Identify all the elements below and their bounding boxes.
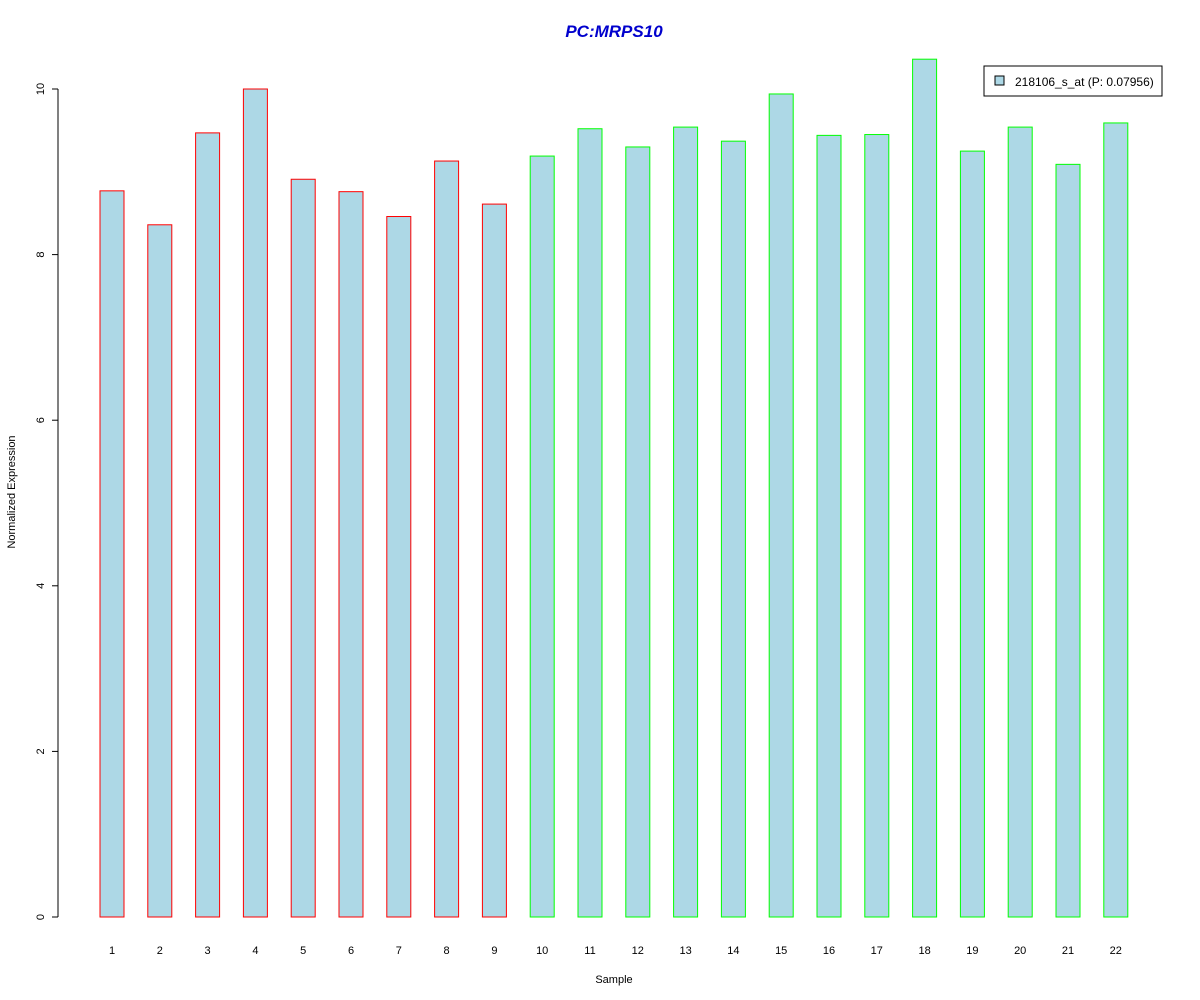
- bar: [434, 160, 460, 918]
- y-tick-label: 10: [35, 83, 47, 95]
- bar: [864, 134, 890, 918]
- chart-title: PC:MRPS10: [565, 22, 663, 41]
- x-tick-label: 6: [348, 945, 354, 957]
- x-tick-label: 7: [396, 945, 402, 957]
- x-tick-label: 22: [1110, 945, 1122, 957]
- bar: [386, 216, 412, 918]
- bar: [625, 146, 651, 918]
- legend-box: [983, 65, 1163, 97]
- bar: [195, 132, 221, 918]
- x-tick-label: 17: [871, 945, 883, 957]
- x-axis-label: Sample: [595, 974, 632, 986]
- bar: [147, 224, 173, 918]
- x-tick-label: 3: [205, 945, 211, 957]
- bar: [959, 150, 985, 918]
- bar: [1103, 122, 1129, 918]
- x-tick-label: 19: [966, 945, 978, 957]
- bar: [481, 203, 507, 918]
- bar: [242, 88, 268, 918]
- bar: [290, 178, 316, 918]
- x-tick-label: 12: [632, 945, 644, 957]
- bar: [673, 126, 699, 918]
- y-tick-label: 6: [35, 417, 47, 423]
- bar: [816, 134, 842, 918]
- bar: [1055, 163, 1081, 918]
- bar: [912, 58, 938, 918]
- legend: 218106_s_at (P: 0.07956): [983, 65, 1163, 97]
- y-tick-label: 4: [35, 583, 47, 589]
- y-tick-label: 2: [35, 748, 47, 754]
- bar: [720, 140, 746, 918]
- bar: [768, 93, 794, 918]
- x-tick-label: 2: [157, 945, 163, 957]
- y-tick-label: 0: [35, 914, 47, 920]
- bar: [529, 155, 555, 918]
- bars: [99, 58, 1129, 918]
- y-axis: 0 2 4 6 8 10: [35, 83, 59, 920]
- x-tick-label: 14: [727, 945, 739, 957]
- x-tick-label: 21: [1062, 945, 1074, 957]
- x-tick-label: 10: [536, 945, 548, 957]
- y-tick-label: 8: [35, 252, 47, 258]
- y-axis-label: Normalized Expression: [6, 435, 18, 548]
- x-tick-label: 9: [491, 945, 497, 957]
- x-tick-label: 5: [300, 945, 306, 957]
- bar: [577, 128, 603, 918]
- x-tick-label: 20: [1014, 945, 1026, 957]
- legend-swatch: [994, 75, 1005, 86]
- x-tick-label: 13: [679, 945, 691, 957]
- x-tick-label: 8: [444, 945, 450, 957]
- x-axis-tick-labels: 1 2 3 4 5 6 7 8 9 10 11 12 13 14 15 16 17 18 19 20 21 22: [109, 945, 1122, 957]
- x-tick-label: 4: [252, 945, 258, 957]
- bar: [99, 190, 125, 918]
- legend-entry-label: 218106_s_at (P: 0.07956): [1015, 75, 1154, 89]
- x-tick-label: 11: [584, 945, 595, 957]
- bar: [338, 191, 364, 918]
- bar: [1007, 126, 1033, 918]
- x-tick-label: 15: [775, 945, 787, 957]
- x-tick-label: 18: [918, 945, 930, 957]
- x-tick-label: 16: [823, 945, 835, 957]
- x-tick-label: 1: [109, 945, 115, 957]
